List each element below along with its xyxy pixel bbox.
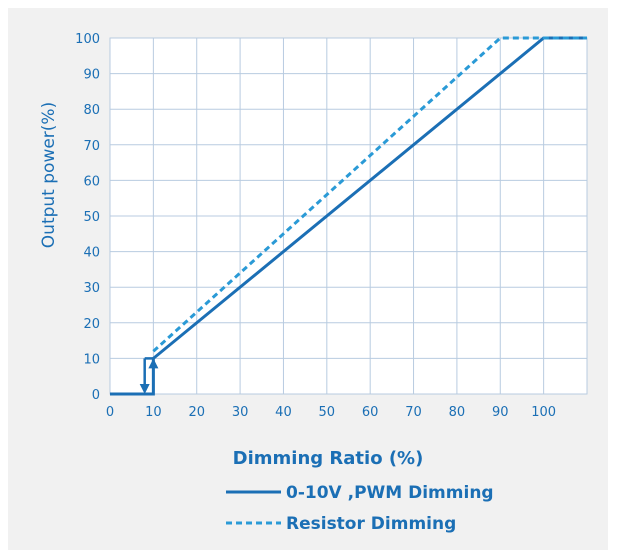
y-tick-label: 30 <box>83 281 100 296</box>
x-tick-label: 40 <box>275 405 292 420</box>
grid <box>109 37 588 395</box>
y-tick-label: 20 <box>83 317 100 332</box>
x-tick-label: 10 <box>145 405 162 420</box>
x-tick-label: 20 <box>188 405 205 420</box>
y-tick-label: 70 <box>83 139 100 154</box>
x-tick-label: 60 <box>362 405 379 420</box>
chart-panel: 0 10 20 30 40 50 60 70 80 90 100 0 10 20 30 40 50 60 70 80 9… <box>8 8 608 550</box>
y-tick-label: 50 <box>83 210 100 225</box>
x-tick-label: 80 <box>449 405 466 420</box>
up-arrow <box>148 358 159 369</box>
x-axis-label: Dimming Ratio (%) <box>233 448 424 469</box>
y-tick-label: 60 <box>83 174 100 189</box>
x-tick-label: 50 <box>319 405 336 420</box>
x-tick-label: 30 <box>232 405 249 420</box>
x-tick-label: 70 <box>405 405 422 420</box>
x-tick-label: 90 <box>492 405 509 420</box>
down-arrow <box>139 384 150 394</box>
y-axis-label: Output power(%) <box>39 102 59 248</box>
y-tick-label: 0 <box>92 388 100 403</box>
y-tick-label: 40 <box>83 246 100 261</box>
hysteresis-arrows <box>139 357 159 394</box>
legend-label-solid: 0-10V ,PWM Dimming <box>286 483 494 503</box>
x-tick-label: 0 <box>106 405 114 420</box>
y-tick-label: 90 <box>83 68 100 83</box>
chart-svg: 0 10 20 30 40 50 60 70 80 90 100 0 10 20 30 40 50 60 70 80 9… <box>39 32 588 534</box>
legend-label-dashed: Resistor Dimming <box>286 514 456 534</box>
y-tick-label: 80 <box>83 103 100 118</box>
legend: 0-10V ,PWM Dimming Resistor Dimming <box>226 483 494 534</box>
y-tick-label: 10 <box>83 352 100 367</box>
x-tick-label: 100 <box>531 405 556 420</box>
series-line-2 <box>152 36 587 353</box>
tick-labels: 0 10 20 30 40 50 60 70 80 90 100 0 10 20 30 40 50 60 70 80 9… <box>75 32 556 420</box>
y-tick-label: 100 <box>75 32 100 47</box>
